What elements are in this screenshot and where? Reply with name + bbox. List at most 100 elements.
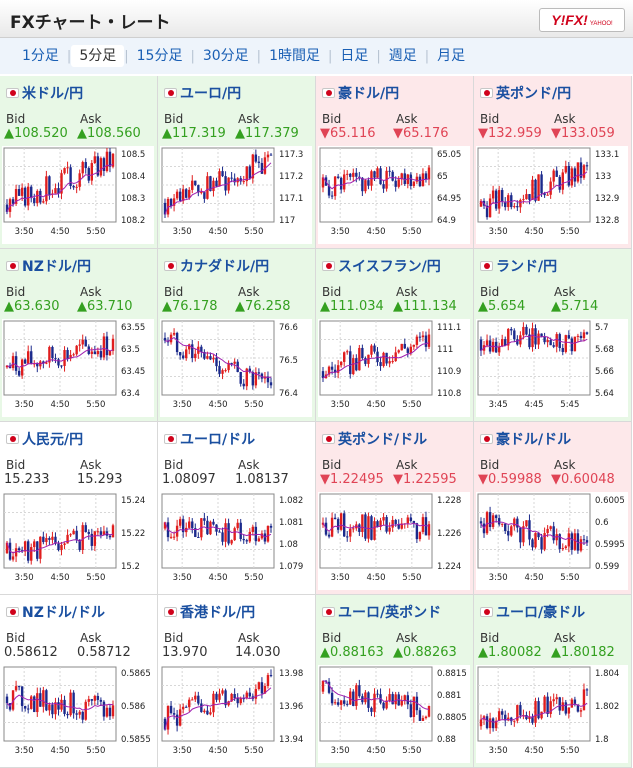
candle-body [185,189,188,198]
candle-body [394,180,397,187]
price-chart[interactable]: 1.082 1.081 1.08 1.079 3:50 4:50 5:50 [160,492,312,590]
price-chart[interactable]: 1.228 1.226 1.224 3:50 4:50 5:50 [318,492,470,590]
pair-link[interactable]: 英ポンド/円 [480,84,571,102]
price-chart[interactable]: 15.24 15.22 15.2 3:50 4:50 5:50 [2,492,154,590]
tab-3[interactable]: 15分足 [136,48,183,64]
candle-body [178,709,182,726]
rate-card[interactable]: カナダドル/円 Bid Ask ▲76.178 ▲76.258 76.6 76.5 76.4 3… [158,249,316,422]
price-chart[interactable]: 0.5865 0.586 0.5855 3:50 4:50 5:50 [2,665,154,763]
price-chart[interactable]: 108.5 108.4 108.3 108.2 3:50 4:50 5:50 [2,146,154,244]
pair-link[interactable]: カナダドル/円 [164,257,269,275]
candle-body [224,176,227,191]
pair-link[interactable]: ユーロ/ドル [164,430,255,448]
candle-body [72,185,75,188]
candle-body [418,710,422,721]
candle-body [108,151,112,167]
pair-link[interactable]: スイスフラン/円 [322,257,441,275]
candle-body [330,517,334,537]
pair-link[interactable]: NZドル/ドル [6,603,105,621]
candle-body [212,180,215,192]
pair-link[interactable]: ユーロ/円 [164,84,241,102]
candle-body [382,517,385,521]
flag-icon [164,88,177,98]
price-chart[interactable]: 0.8815 0.881 0.8805 0.88 3:50 4:50 5:50 [318,665,470,763]
candle-body [260,533,264,539]
price-chart[interactable]: 133.1 133 132.9 132.8 3:50 4:50 5:50 [476,146,628,244]
ask-label: Ask [238,285,260,299]
rate-card[interactable]: 英ポンド/ドル Bid Ask ▼1.22495 ▼1.22595 1.228 1.226 1… [316,422,474,595]
rate-card[interactable]: ランド/円 Bid Ask ▲5.654 ▲5.714 5.7 5.68 5.66 5.64 3:… [474,249,632,422]
tab-1[interactable]: 1分足 [22,48,59,64]
pair-link[interactable]: ユーロ/豪ドル [480,603,585,621]
candle-body [403,343,406,349]
pair-link[interactable]: 人民元/円 [6,430,83,448]
rate-card[interactable]: 香港ドル/円 Bid Ask 13.970 14.030 13.98 13.96 13.94 3… [158,595,316,768]
tab-2[interactable]: 5分足 [71,45,125,67]
x-tick-label: 5:50 [402,400,421,410]
ask-value: ▼0.60048 [551,472,615,487]
pair-link[interactable]: NZドル/円 [6,257,91,275]
rate-card[interactable]: ユーロ/円 Bid Ask ▲117.319 ▲117.379 117.3 117.2 117… [158,76,316,249]
tab-6[interactable]: 日足 [340,48,369,64]
pair-name: NZドル/円 [22,259,91,275]
price-chart[interactable]: 5.7 5.68 5.66 5.64 3:45 4:45 5:45 [476,319,628,417]
tab-7[interactable]: 週足 [388,48,417,64]
pair-link[interactable]: 米ドル/円 [6,84,83,102]
price-chart[interactable]: 117.3 117.2 117.1 117 3:50 4:50 5:50 [160,146,312,244]
candle-body [409,174,413,186]
candle-body [388,361,391,364]
pair-link[interactable]: ユーロ/英ポンド [322,603,441,621]
rate-card[interactable]: 豪ドル/円 Bid Ask ▼65.116 ▼65.176 65.05 65 64.95 64.… [316,76,474,249]
pair-link[interactable]: 香港ドル/円 [164,603,255,621]
rate-card[interactable]: 豪ドル/ドル Bid Ask ▼0.59988 ▼0.60048 0.6005 0.6 0.5… [474,422,632,595]
bid-label: Bid [164,458,184,472]
tab-5[interactable]: 1時間足 [269,48,320,64]
price-chart[interactable]: 111.1 111 110.9 110.8 3:50 4:50 5:50 [318,319,470,417]
candle-body [427,705,431,717]
tab-separator: | [376,48,381,64]
pair-link[interactable]: 豪ドル/ドル [480,430,571,448]
chart-background [160,319,312,417]
candle-body [260,682,264,694]
candle-body [178,519,182,526]
x-tick-label: 4:50 [50,400,69,410]
candle-body [543,193,546,196]
candle-body [373,345,376,352]
tab-8[interactable]: 月足 [437,48,466,64]
rate-card[interactable]: 英ポンド/円 Bid Ask ▼132.959 ▼133.059 133.1 133 132.… [474,76,632,249]
candle-body [485,205,489,218]
pair-link[interactable]: 豪ドル/円 [322,84,399,102]
x-tick-label: 5:50 [402,227,421,237]
candle-body [227,701,230,706]
candle-body [72,354,75,356]
pair-link[interactable]: 英ポンド/ドル [322,430,427,448]
candle-body [215,357,218,367]
rate-card[interactable]: NZドル/ドル Bid Ask 0.58612 0.58712 0.5865 0.586 0.… [0,595,158,768]
candle-body [81,162,84,174]
rate-card[interactable]: NZドル/円 Bid Ask ▲63.630 ▲63.710 63.55 63.5 63.45… [0,249,158,422]
pair-link[interactable]: ランド/円 [480,257,557,275]
rate-card[interactable]: ユーロ/豪ドル Bid Ask ▲1.80082 ▲1.80182 1.804 1.802 1… [474,595,632,768]
price-chart[interactable]: 0.6005 0.6 0.5995 0.599 3:50 4:50 5:50 [476,492,628,590]
candle-body [564,165,567,173]
rate-card[interactable]: 米ドル/円 Bid Ask ▲108.520 ▲108.560 108.5 108.4 108… [0,76,158,249]
price-chart[interactable]: 1.804 1.802 1.8 3:50 4:50 5:50 [476,665,628,763]
rate-card[interactable]: ユーロ/ドル Bid Ask 1.08097 1.08137 1.082 1.081 1.08… [158,422,316,595]
candle-body [248,368,251,372]
rate-card[interactable]: スイスフラン/円 Bid Ask ▲111.034 ▲111.134 111.1 111 11… [316,249,474,422]
candle-body [248,166,251,179]
candle-body [172,536,176,538]
yjfx-logo[interactable]: Y!FX! YAHOO! [539,8,625,32]
rate-card[interactable]: ユーロ/英ポンド Bid Ask ▲0.88163 ▲0.88263 0.8815 0.88… [316,595,474,768]
candle-body [582,539,586,541]
price-chart[interactable]: 63.55 63.5 63.45 63.4 3:50 4:50 5:50 [2,319,154,417]
candle-body [194,695,197,700]
tab-4[interactable]: 30分足 [202,48,249,64]
price-chart[interactable]: 13.98 13.96 13.94 3:50 4:50 5:50 [160,665,312,763]
price-chart[interactable]: 65.05 65 64.95 64.9 3:50 4:50 5:50 [318,146,470,244]
candle-body [233,178,236,183]
price-chart[interactable]: 76.6 76.5 76.4 3:50 4:50 5:50 [160,319,312,417]
rate-card[interactable]: 人民元/円 Bid Ask 15.233 15.293 15.24 15.22 15.2 3:5… [0,422,158,595]
candle-body [579,710,583,712]
candle-body [367,516,370,539]
